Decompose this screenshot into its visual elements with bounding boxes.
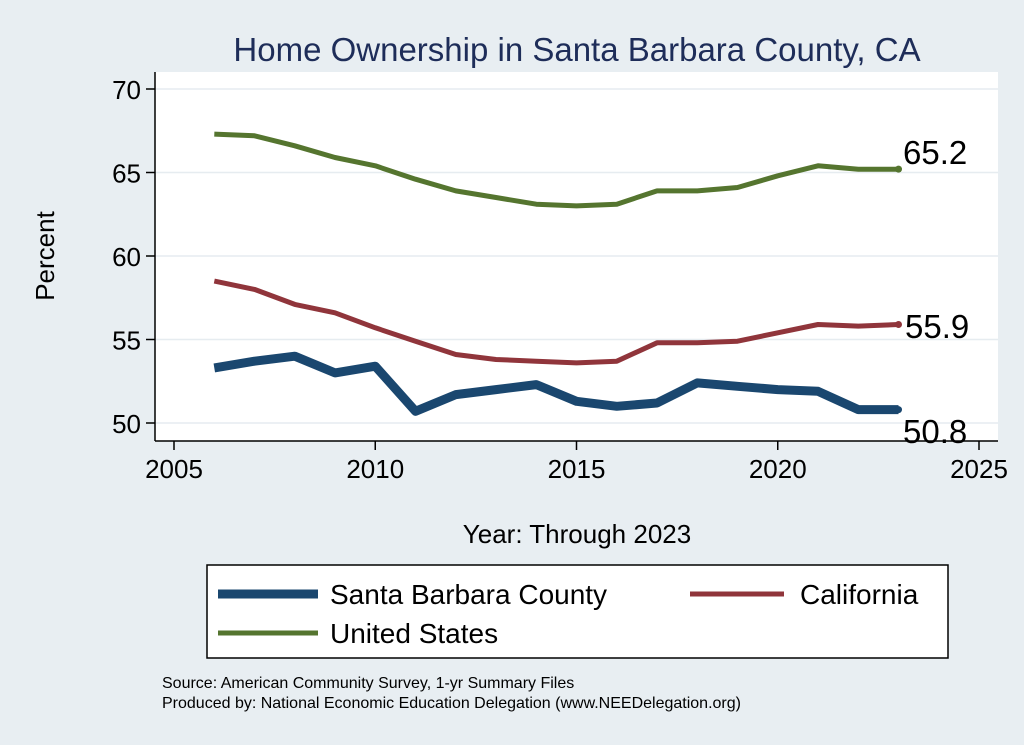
x-tick-label-2010: 2010 bbox=[346, 454, 404, 484]
x-tick-label-2015: 2015 bbox=[548, 454, 606, 484]
end-label-santa-barbara-county: 50.8 bbox=[903, 413, 967, 450]
series-line-united-states bbox=[214, 131, 899, 209]
y-tick-label-65: 65 bbox=[112, 159, 141, 189]
y-tick-label-70: 70 bbox=[112, 75, 141, 105]
x-axis-label: Year: Through 2023 bbox=[463, 519, 691, 549]
legend-box bbox=[206, 564, 949, 659]
y-tick-label-60: 60 bbox=[112, 242, 141, 272]
produced-note: Produced by: National Economic Education… bbox=[162, 695, 741, 712]
legend-label-united-states: United States bbox=[330, 618, 498, 649]
y-tick-label-50: 50 bbox=[112, 409, 141, 439]
legend: Santa Barbara County California United Sta… bbox=[206, 564, 949, 659]
end-label-california: 55.9 bbox=[905, 308, 969, 345]
y-tick-label-55: 55 bbox=[112, 326, 141, 356]
end-labels: 50.8 55.9 65.2 bbox=[903, 134, 969, 450]
legend-label-santa-barbara-county: Santa Barbara County bbox=[330, 579, 607, 610]
axes: 50 55 60 65 70 2005 2010 2015 2020 2025 bbox=[112, 72, 1008, 484]
series-line-santa-barbara-county bbox=[213, 351, 899, 416]
x-tick-label-2020: 2020 bbox=[749, 454, 807, 484]
series-lines bbox=[213, 131, 902, 416]
legend-label-california: California bbox=[800, 579, 919, 610]
grid-lines bbox=[155, 88, 998, 424]
end-label-united-states: 65.2 bbox=[903, 134, 967, 171]
y-axis-label: Percent bbox=[30, 210, 60, 300]
series-end-point-california bbox=[895, 320, 902, 328]
series-end-point-united-states bbox=[895, 165, 902, 173]
series-line-california bbox=[213, 278, 899, 366]
series-end-point-santa-barbara-county bbox=[895, 406, 902, 414]
x-tick-label-2025: 2025 bbox=[950, 454, 1008, 484]
source-note: Source: American Community Survey, 1-yr … bbox=[162, 675, 574, 692]
x-tick-label-2005: 2005 bbox=[145, 454, 203, 484]
chart-title: Home Ownership in Santa Barbara County, … bbox=[233, 31, 920, 68]
